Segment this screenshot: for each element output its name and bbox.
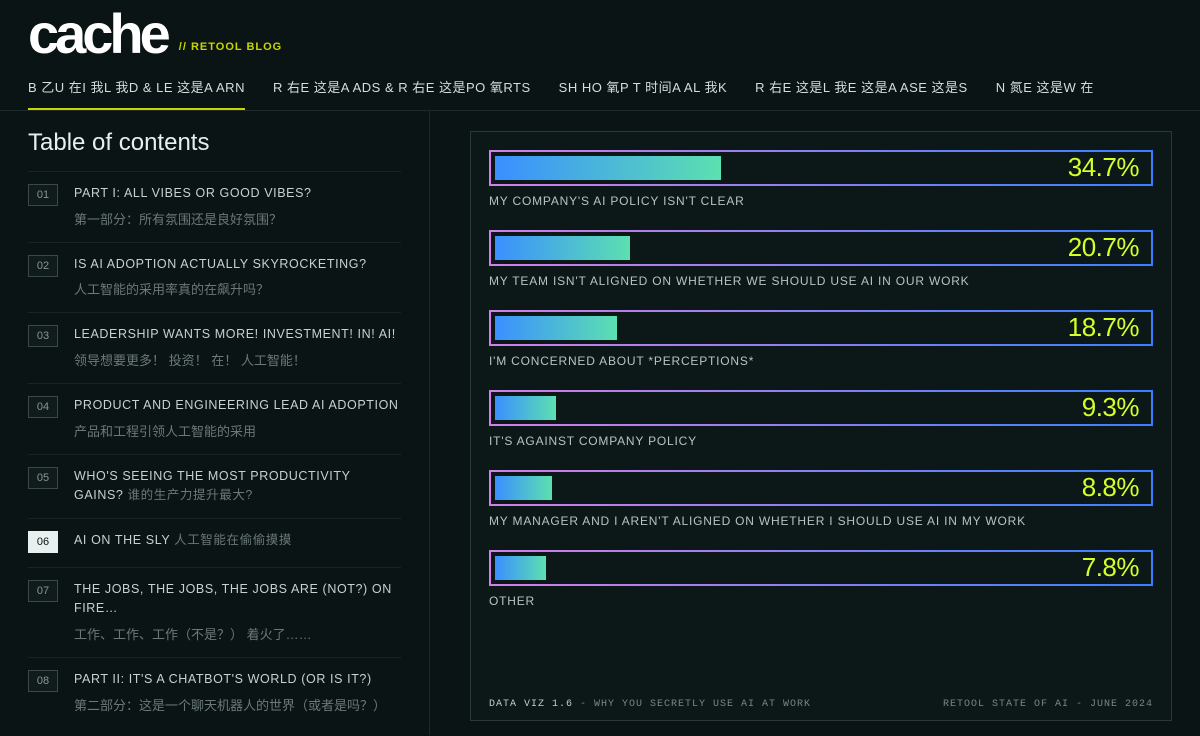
toc-number: 03 — [28, 325, 58, 347]
toc-item[interactable]: 08 PART II: IT'S A CHATBOT'S WORLD (OR IS… — [28, 657, 401, 728]
toc-label-en: WHO'S SEEING THE MOST PRODUCTIVITY GAINS… — [74, 467, 401, 505]
toc-item[interactable]: 02 IS AI ADOPTION ACTUALLY SKYROCKETING? 人… — [28, 242, 401, 313]
chart-footer: DATA VIZ 1.6 - WHY YOU SECRETLY USE AI A… — [489, 689, 1153, 710]
chart-footer-right: RETOOL STATE OF AI - JUNE 2024 — [943, 699, 1153, 710]
bar-fill — [495, 476, 552, 500]
bar-label: MY MANAGER AND I AREN'T ALIGNED ON WHETH… — [489, 514, 1153, 528]
toc-list: 01 PART I: ALL VIBES OR GOOD VIBES? 第一部分：所… — [28, 171, 401, 728]
site-logo[interactable]: cache — [28, 12, 167, 57]
toc-text: PART I: ALL VIBES OR GOOD VIBES? 第一部分：所有氛… — [74, 184, 401, 228]
bar-percent: 9.3% — [1082, 392, 1139, 423]
bar-track: 7.8% — [489, 550, 1153, 586]
bar-track: 18.7% — [489, 310, 1153, 346]
bar-percent: 8.8% — [1082, 472, 1139, 503]
toc-label-zh: 领导想要更多！ 投资！ 在！ 人工智能！ — [74, 350, 401, 369]
bar-row: 7.8% OTHER — [489, 550, 1153, 608]
toc-title: Table of contents — [28, 129, 401, 157]
toc-text: THE JOBS, THE JOBS, THE JOBS ARE (NOT?) … — [74, 580, 401, 643]
toc-item[interactable]: 07 THE JOBS, THE JOBS, THE JOBS ARE (NOT?… — [28, 567, 401, 657]
toc-label-en: AI ON THE SLY 人工智能在偷偷摸摸 — [74, 531, 401, 550]
toc-number: 07 — [28, 580, 58, 602]
toc-label-sub: 人工智能在偷偷摸摸 — [170, 533, 292, 547]
toc-label-en: IS AI ADOPTION ACTUALLY SKYROCKETING? — [74, 255, 401, 274]
bar-percent: 7.8% — [1082, 552, 1139, 583]
bar-row: 9.3% IT'S AGAINST COMPANY POLICY — [489, 390, 1153, 448]
bar-label: OTHER — [489, 594, 1153, 608]
bar-fill — [495, 316, 617, 340]
bar-label: IT'S AGAINST COMPANY POLICY — [489, 434, 1153, 448]
toc-label-zh: 工作、工作、工作（不是？） 着火了…… — [74, 624, 401, 643]
chart-footer-left: DATA VIZ 1.6 - WHY YOU SECRETLY USE AI A… — [489, 699, 811, 710]
toc-label-sub: 谁的生产力提升最大? — [123, 488, 253, 502]
chart-footer-left-bold: DATA VIZ 1.6 — [489, 699, 573, 710]
logo-row: cache // RETOOL BLOG — [28, 12, 1172, 57]
header: cache // RETOOL BLOG — [0, 0, 1200, 57]
toc-item[interactable]: 06 AI ON THE SLY 人工智能在偷偷摸摸 — [28, 518, 401, 567]
site-tagline: // RETOOL BLOG — [179, 41, 282, 57]
toc-text: PRODUCT AND ENGINEERING LEAD AI ADOPTION… — [74, 396, 401, 440]
bar-fill — [495, 396, 556, 420]
main: Table of contents 01 PART I: ALL VIBES OR… — [0, 111, 1200, 735]
bar-label: MY COMPANY'S AI POLICY ISN'T CLEAR — [489, 194, 1153, 208]
toc-label-zh: 第二部分：这是一个聊天机器人的世界（或者是吗？） — [74, 695, 401, 714]
toc-text: PART II: IT'S A CHATBOT'S WORLD (OR IS I… — [74, 670, 401, 714]
bar-fill — [495, 556, 546, 580]
nav-item-build-learn[interactable]: B 乙U 在I 我L 我D & LE 这是A ARN — [28, 77, 245, 110]
chart-container: 34.7% MY COMPANY'S AI POLICY ISN'T CLEAR 2… — [470, 131, 1172, 721]
toc-label-en: PART I: ALL VIBES OR GOOD VIBES? — [74, 184, 401, 203]
toc-text: WHO'S SEEING THE MOST PRODUCTIVITY GAINS… — [74, 467, 401, 505]
toc-text: LEADERSHIP WANTS MORE! INVESTMENT! IN! A… — [74, 325, 401, 369]
toc-label-zh: 人工智能的采用率真的在飙升吗？ — [74, 279, 401, 298]
bar-row: 18.7% I'M CONCERNED ABOUT *PERCEPTIONS* — [489, 310, 1153, 368]
toc-text: AI ON THE SLY 人工智能在偷偷摸摸 — [74, 531, 401, 553]
toc-item[interactable]: 01 PART I: ALL VIBES OR GOOD VIBES? 第一部分：所… — [28, 171, 401, 242]
toc-label-en: PRODUCT AND ENGINEERING LEAD AI ADOPTION — [74, 396, 401, 415]
bar-row: 20.7% MY TEAM ISN'T ALIGNED ON WHETHER WE… — [489, 230, 1153, 288]
bar-track: 20.7% — [489, 230, 1153, 266]
nav-item-shop-talk[interactable]: SH HO 氧P T 时间A AL 我K — [559, 77, 727, 110]
nav-item-new[interactable]: N 氮E 这是W 在 — [996, 77, 1094, 110]
toc-label-zh: 第一部分：所有氛围还是良好氛围？ — [74, 209, 401, 228]
toc-number: 05 — [28, 467, 58, 489]
toc-item[interactable]: 03 LEADERSHIP WANTS MORE! INVESTMENT! IN!… — [28, 312, 401, 383]
toc-label-zh: 产品和工程引领人工智能的采用 — [74, 421, 401, 440]
toc-number: 06 — [28, 531, 58, 553]
bar-fill — [495, 236, 630, 260]
toc-item[interactable]: 05 WHO'S SEEING THE MOST PRODUCTIVITY GAI… — [28, 454, 401, 519]
toc-label-en: LEADERSHIP WANTS MORE! INVESTMENT! IN! A… — [74, 325, 401, 344]
toc-number: 02 — [28, 255, 58, 277]
sidebar: Table of contents 01 PART I: ALL VIBES OR… — [0, 111, 430, 735]
toc-text: IS AI ADOPTION ACTUALLY SKYROCKETING? 人工智… — [74, 255, 401, 299]
bar-track: 9.3% — [489, 390, 1153, 426]
bar-track: 8.8% — [489, 470, 1153, 506]
toc-label-en: PART II: IT'S A CHATBOT'S WORLD (OR IS I… — [74, 670, 401, 689]
bar-percent: 18.7% — [1068, 312, 1139, 343]
bar-percent: 20.7% — [1068, 232, 1139, 263]
toc-label-en: THE JOBS, THE JOBS, THE JOBS ARE (NOT?) … — [74, 580, 401, 618]
bar-list: 34.7% MY COMPANY'S AI POLICY ISN'T CLEAR 2… — [489, 150, 1153, 689]
content: 34.7% MY COMPANY'S AI POLICY ISN'T CLEAR 2… — [430, 111, 1200, 735]
bar-track: 34.7% — [489, 150, 1153, 186]
toc-number: 01 — [28, 184, 58, 206]
bar-row: 8.8% MY MANAGER AND I AREN'T ALIGNED ON W… — [489, 470, 1153, 528]
bar-fill — [495, 156, 721, 180]
nav-item-reads-reports[interactable]: R 右E 这是A ADS & R 右E 这是PO 氧RTS — [273, 77, 531, 110]
navbar: B 乙U 在I 我L 我D & LE 这是A ARN R 右E 这是A ADS … — [0, 57, 1200, 111]
bar-label: I'M CONCERNED ABOUT *PERCEPTIONS* — [489, 354, 1153, 368]
toc-item[interactable]: 04 PRODUCT AND ENGINEERING LEAD AI ADOPTI… — [28, 383, 401, 454]
toc-number: 04 — [28, 396, 58, 418]
nav-item-releases[interactable]: R 右E 这是L 我E 这是A ASE 这是S — [755, 77, 968, 110]
chart-footer-left-rest: - WHY YOU SECRETLY USE AI AT WORK — [573, 699, 811, 710]
bar-percent: 34.7% — [1068, 152, 1139, 183]
bar-row: 34.7% MY COMPANY'S AI POLICY ISN'T CLEAR — [489, 150, 1153, 208]
toc-number: 08 — [28, 670, 58, 692]
bar-label: MY TEAM ISN'T ALIGNED ON WHETHER WE SHOU… — [489, 274, 1153, 288]
